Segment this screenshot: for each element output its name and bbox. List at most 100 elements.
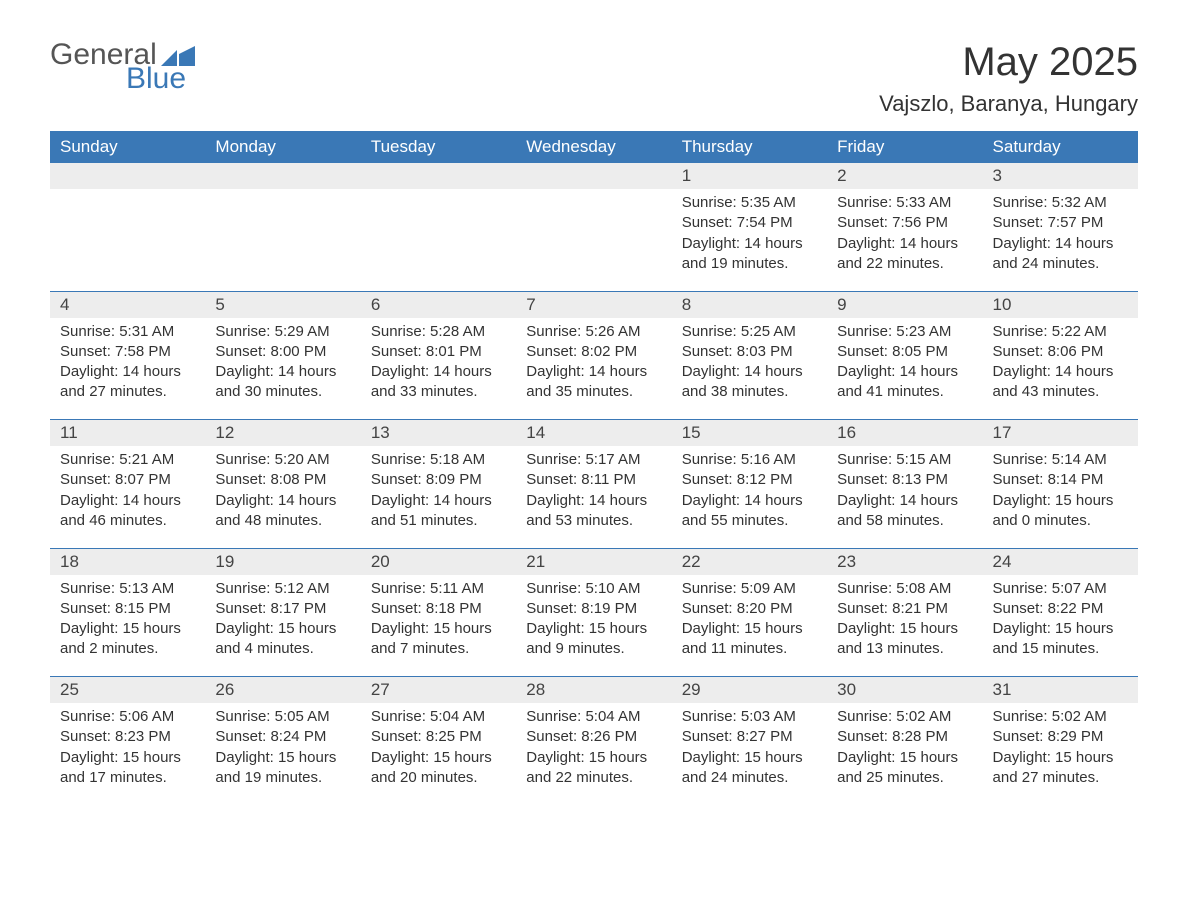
weekday-header: Monday xyxy=(205,131,360,163)
day-number: 24 xyxy=(983,549,1138,575)
day-number: 17 xyxy=(983,420,1138,446)
day-details: Sunrise: 5:05 AMSunset: 8:24 PMDaylight:… xyxy=(205,703,360,802)
sunrise-line: Sunrise: 5:17 AM xyxy=(526,450,661,470)
sunrise-line: Sunrise: 5:32 AM xyxy=(993,193,1128,213)
day-number: 8 xyxy=(672,292,827,318)
sunrise-line: Sunrise: 5:22 AM xyxy=(993,322,1128,342)
sunrise-line: Sunrise: 5:35 AM xyxy=(682,193,817,213)
sunset-line: Sunset: 8:00 PM xyxy=(215,342,350,362)
sunset-line: Sunset: 8:20 PM xyxy=(682,599,817,619)
sunset-line: Sunset: 7:56 PM xyxy=(837,213,972,233)
day-number: 4 xyxy=(50,292,205,318)
weekday-header: Thursday xyxy=(672,131,827,163)
day-details: Sunrise: 5:07 AMSunset: 8:22 PMDaylight:… xyxy=(983,575,1138,674)
day-details: Sunrise: 5:03 AMSunset: 8:27 PMDaylight:… xyxy=(672,703,827,802)
sunset-line: Sunset: 8:26 PM xyxy=(526,727,661,747)
sunset-line: Sunset: 8:07 PM xyxy=(60,470,195,490)
sunset-line: Sunset: 8:09 PM xyxy=(371,470,506,490)
sunrise-line: Sunrise: 5:15 AM xyxy=(837,450,972,470)
calendar-day-cell: 22Sunrise: 5:09 AMSunset: 8:20 PMDayligh… xyxy=(672,549,827,677)
day-number: 12 xyxy=(205,420,360,446)
daylight-line: Daylight: 15 hours and 19 minutes. xyxy=(215,748,350,789)
sunset-line: Sunset: 7:57 PM xyxy=(993,213,1128,233)
day-number: 6 xyxy=(361,292,516,318)
sunset-line: Sunset: 8:06 PM xyxy=(993,342,1128,362)
daylight-line: Daylight: 15 hours and 27 minutes. xyxy=(993,748,1128,789)
day-number: 23 xyxy=(827,549,982,575)
calendar-day-cell: 4Sunrise: 5:31 AMSunset: 7:58 PMDaylight… xyxy=(50,292,205,420)
day-details: Sunrise: 5:02 AMSunset: 8:29 PMDaylight:… xyxy=(983,703,1138,802)
sunrise-line: Sunrise: 5:28 AM xyxy=(371,322,506,342)
calendar-day-cell: 25Sunrise: 5:06 AMSunset: 8:23 PMDayligh… xyxy=(50,677,205,805)
calendar-week-row: 18Sunrise: 5:13 AMSunset: 8:15 PMDayligh… xyxy=(50,549,1138,677)
sunset-line: Sunset: 7:54 PM xyxy=(682,213,817,233)
sunrise-line: Sunrise: 5:13 AM xyxy=(60,579,195,599)
calendar-day-cell: 23 Sunrise: 5:08 AMSunset: 8:21 PMDayligh… xyxy=(827,549,982,677)
sunrise-line: Sunrise: 5:08 AM xyxy=(837,579,972,599)
sunset-line: Sunset: 8:14 PM xyxy=(993,470,1128,490)
sunset-line: Sunset: 8:28 PM xyxy=(837,727,972,747)
sunset-line: Sunset: 8:22 PM xyxy=(993,599,1128,619)
daylight-line: Daylight: 15 hours and 9 minutes. xyxy=(526,619,661,660)
calendar-day-cell: 14Sunrise: 5:17 AMSunset: 8:11 PMDayligh… xyxy=(516,420,671,548)
sunrise-line: Sunrise: 5:03 AM xyxy=(682,707,817,727)
sunset-line: Sunset: 8:05 PM xyxy=(837,342,972,362)
daylight-line: Daylight: 14 hours and 19 minutes. xyxy=(682,234,817,275)
sunset-line: Sunset: 8:27 PM xyxy=(682,727,817,747)
day-details: Sunrise: 5:09 AMSunset: 8:20 PMDaylight:… xyxy=(672,575,827,674)
calendar-day-cell: 1Sunrise: 5:35 AMSunset: 7:54 PMDaylight… xyxy=(672,163,827,291)
day-details: Sunrise: 5:18 AMSunset: 8:09 PMDaylight:… xyxy=(361,446,516,545)
daylight-line: Daylight: 15 hours and 22 minutes. xyxy=(526,748,661,789)
daylight-line: Daylight: 14 hours and 41 minutes. xyxy=(837,362,972,403)
weekday-header: Friday xyxy=(827,131,982,163)
sunset-line: Sunset: 8:21 PM xyxy=(837,599,972,619)
calendar-day-cell: 13Sunrise: 5:18 AMSunset: 8:09 PMDayligh… xyxy=(361,420,516,548)
sunset-line: Sunset: 8:13 PM xyxy=(837,470,972,490)
day-details: Sunrise: 5:16 AMSunset: 8:12 PMDaylight:… xyxy=(672,446,827,545)
day-details: Sunrise: 5:02 AMSunset: 8:28 PMDaylight:… xyxy=(827,703,982,802)
sunset-line: Sunset: 8:25 PM xyxy=(371,727,506,747)
daylight-line: Daylight: 15 hours and 20 minutes. xyxy=(371,748,506,789)
logo-word-blue: Blue xyxy=(50,64,195,94)
day-details: Sunrise: 5:20 AMSunset: 8:08 PMDaylight:… xyxy=(205,446,360,545)
location-subtitle: Vajszlo, Baranya, Hungary xyxy=(879,91,1138,117)
calendar-day-cell: 28Sunrise: 5:04 AMSunset: 8:26 PMDayligh… xyxy=(516,677,671,805)
day-number: 3 xyxy=(983,163,1138,189)
day-details: Sunrise: 5:04 AMSunset: 8:25 PMDaylight:… xyxy=(361,703,516,802)
calendar-day-cell: 26Sunrise: 5:05 AMSunset: 8:24 PMDayligh… xyxy=(205,677,360,805)
sunset-line: Sunset: 7:58 PM xyxy=(60,342,195,362)
day-number: 18 xyxy=(50,549,205,575)
sunrise-line: Sunrise: 5:02 AM xyxy=(837,707,972,727)
daylight-line: Daylight: 14 hours and 35 minutes. xyxy=(526,362,661,403)
logo: General Blue xyxy=(50,40,195,94)
sunrise-line: Sunrise: 5:23 AM xyxy=(837,322,972,342)
daylight-line: Daylight: 14 hours and 27 minutes. xyxy=(60,362,195,403)
sunset-line: Sunset: 8:18 PM xyxy=(371,599,506,619)
sunrise-line: Sunrise: 5:11 AM xyxy=(371,579,506,599)
daylight-line: Daylight: 15 hours and 13 minutes. xyxy=(837,619,972,660)
day-details: Sunrise: 5:26 AMSunset: 8:02 PMDaylight:… xyxy=(516,318,671,417)
sunrise-line: Sunrise: 5:07 AM xyxy=(993,579,1128,599)
calendar-header-row: SundayMondayTuesdayWednesdayThursdayFrid… xyxy=(50,131,1138,163)
day-details: Sunrise: 5:04 AMSunset: 8:26 PMDaylight:… xyxy=(516,703,671,802)
sunset-line: Sunset: 8:02 PM xyxy=(526,342,661,362)
day-details: Sunrise: 5:22 AMSunset: 8:06 PMDaylight:… xyxy=(983,318,1138,417)
calendar-week-row: 1Sunrise: 5:35 AMSunset: 7:54 PMDaylight… xyxy=(50,163,1138,291)
calendar-day-cell: 10Sunrise: 5:22 AMSunset: 8:06 PMDayligh… xyxy=(983,292,1138,420)
day-number: 31 xyxy=(983,677,1138,703)
sunrise-line: Sunrise: 5:21 AM xyxy=(60,450,195,470)
calendar-day-cell: 19Sunrise: 5:12 AMSunset: 8:17 PMDayligh… xyxy=(205,549,360,677)
day-number: 14 xyxy=(516,420,671,446)
calendar-day-cell: 12Sunrise: 5:20 AMSunset: 8:08 PMDayligh… xyxy=(205,420,360,548)
calendar-day-cell: 21Sunrise: 5:10 AMSunset: 8:19 PMDayligh… xyxy=(516,549,671,677)
day-number: 7 xyxy=(516,292,671,318)
title-block: May 2025 Vajszlo, Baranya, Hungary xyxy=(879,40,1138,117)
sunrise-line: Sunrise: 5:29 AM xyxy=(215,322,350,342)
day-details: Sunrise: 5:31 AMSunset: 7:58 PMDaylight:… xyxy=(50,318,205,417)
sunset-line: Sunset: 8:29 PM xyxy=(993,727,1128,747)
sunset-line: Sunset: 8:01 PM xyxy=(371,342,506,362)
weekday-header: Wednesday xyxy=(516,131,671,163)
day-number: 13 xyxy=(361,420,516,446)
calendar-day-cell: 17Sunrise: 5:14 AMSunset: 8:14 PMDayligh… xyxy=(983,420,1138,548)
sunset-line: Sunset: 8:11 PM xyxy=(526,470,661,490)
